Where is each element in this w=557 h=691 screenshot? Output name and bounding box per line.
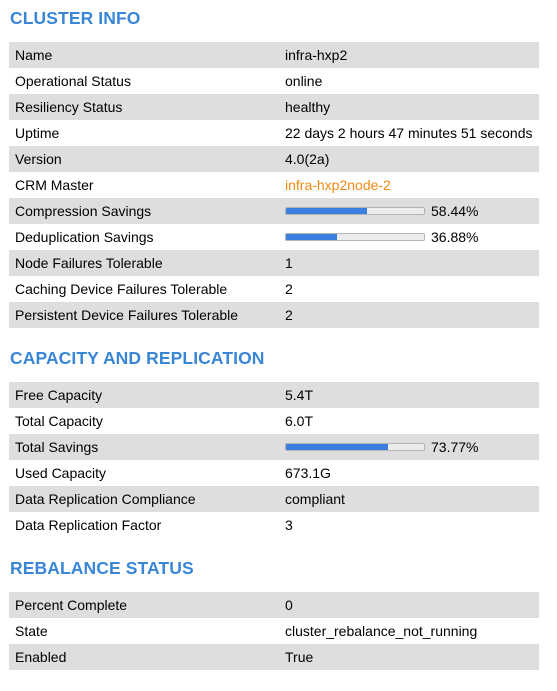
table-row: Data Replication Factor 3 <box>9 512 539 538</box>
row-value: 58.44% <box>279 198 539 224</box>
row-value: infra-hxp2 <box>279 42 539 68</box>
progress-fill <box>286 208 367 214</box>
table-row: Total Savings 73.77% <box>9 434 539 460</box>
progress-fill <box>286 444 388 450</box>
row-value: 4.0(2a) <box>279 146 539 172</box>
row-label: Uptime <box>15 125 60 141</box>
row-label: Data Replication Compliance <box>9 486 279 512</box>
table-row: CRM Master infra-hxp2node-2 <box>9 172 539 198</box>
table-row: State cluster_rebalance_not_running <box>9 618 539 644</box>
rebalance-table: Percent Complete 0 State cluster_rebalan… <box>9 592 539 670</box>
table-row: Compression Savings 58.44% <box>9 198 539 224</box>
deduplication-progress-bar <box>285 233 425 241</box>
table-row: Free Capacity 5.4T <box>9 382 539 408</box>
table-row: Resiliency Status healthy <box>9 94 539 120</box>
row-label: State <box>15 623 48 639</box>
row-value: 3 <box>285 517 293 533</box>
progress-percent: 36.88% <box>431 229 479 245</box>
row-label: Total Savings <box>9 434 279 460</box>
row-label: Data Replication Factor <box>15 517 162 533</box>
row-label: Name <box>9 42 279 68</box>
progress-fill <box>286 234 337 240</box>
table-row: Caching Device Failures Tolerable 2 <box>9 276 539 302</box>
progress-percent: 58.44% <box>431 203 479 219</box>
row-value: 5.4T <box>279 382 539 408</box>
table-row: Data Replication Compliance compliant <box>9 486 539 512</box>
row-value: 6.0T <box>285 413 314 429</box>
row-label: Used Capacity <box>15 465 107 481</box>
row-value: 1 <box>279 250 539 276</box>
row-value: compliant <box>279 486 539 512</box>
capacity-heading: CAPACITY AND REPLICATION <box>10 348 265 368</box>
compression-progress-bar <box>285 207 425 215</box>
table-row: Persistent Device Failures Tolerable 2 <box>9 302 539 328</box>
table-row: Percent Complete 0 <box>9 592 539 618</box>
row-label: CRM Master <box>15 177 94 193</box>
row-label: Enabled <box>9 644 279 670</box>
table-row: Deduplication Savings 36.88% <box>9 224 539 250</box>
row-label: Compression Savings <box>9 198 279 224</box>
row-label: Percent Complete <box>9 592 279 618</box>
crm-master-link-cell: infra-hxp2node-2 <box>279 172 539 198</box>
progress-percent: 73.77% <box>431 439 479 455</box>
row-value: 36.88% <box>279 224 539 250</box>
row-label: Free Capacity <box>9 382 279 408</box>
row-label: Caching Device Failures Tolerable <box>15 281 228 297</box>
row-value: 0 <box>279 592 539 618</box>
row-value: True <box>279 644 539 670</box>
row-value: online <box>285 73 323 89</box>
row-label: Resiliency Status <box>9 94 279 120</box>
row-label: Deduplication Savings <box>15 229 154 245</box>
row-value: 2 <box>285 281 293 297</box>
cluster-info-heading: CLUSTER INFO <box>10 8 141 28</box>
row-value: 22 days 2 hours 47 minutes 51 seconds <box>285 125 533 141</box>
row-label: Operational Status <box>15 73 131 89</box>
table-row: Uptime 22 days 2 hours 47 minutes 51 sec… <box>9 120 539 146</box>
cluster-info-table: Name infra-hxp2 Operational Status onlin… <box>9 42 539 328</box>
crm-master-link[interactable]: infra-hxp2node-2 <box>285 177 391 193</box>
row-value: 673.1G <box>285 465 331 481</box>
row-value: 2 <box>279 302 539 328</box>
table-row: Node Failures Tolerable 1 <box>9 250 539 276</box>
total-savings-progress-bar <box>285 443 425 451</box>
table-row: Name infra-hxp2 <box>9 42 539 68</box>
table-row: Enabled True <box>9 644 539 670</box>
row-value: healthy <box>279 94 539 120</box>
rebalance-heading: REBALANCE STATUS <box>10 558 194 578</box>
row-label: Version <box>9 146 279 172</box>
capacity-table: Free Capacity 5.4T Total Capacity 6.0T T… <box>9 382 539 538</box>
table-row: Operational Status online <box>9 68 539 94</box>
row-label: Persistent Device Failures Tolerable <box>9 302 279 328</box>
table-row: Version 4.0(2a) <box>9 146 539 172</box>
row-label: Total Capacity <box>15 413 103 429</box>
row-label: Node Failures Tolerable <box>9 250 279 276</box>
row-value: cluster_rebalance_not_running <box>285 623 478 639</box>
table-row: Total Capacity 6.0T <box>9 408 539 434</box>
table-row: Used Capacity 673.1G <box>9 460 539 486</box>
row-value: 73.77% <box>279 434 539 460</box>
